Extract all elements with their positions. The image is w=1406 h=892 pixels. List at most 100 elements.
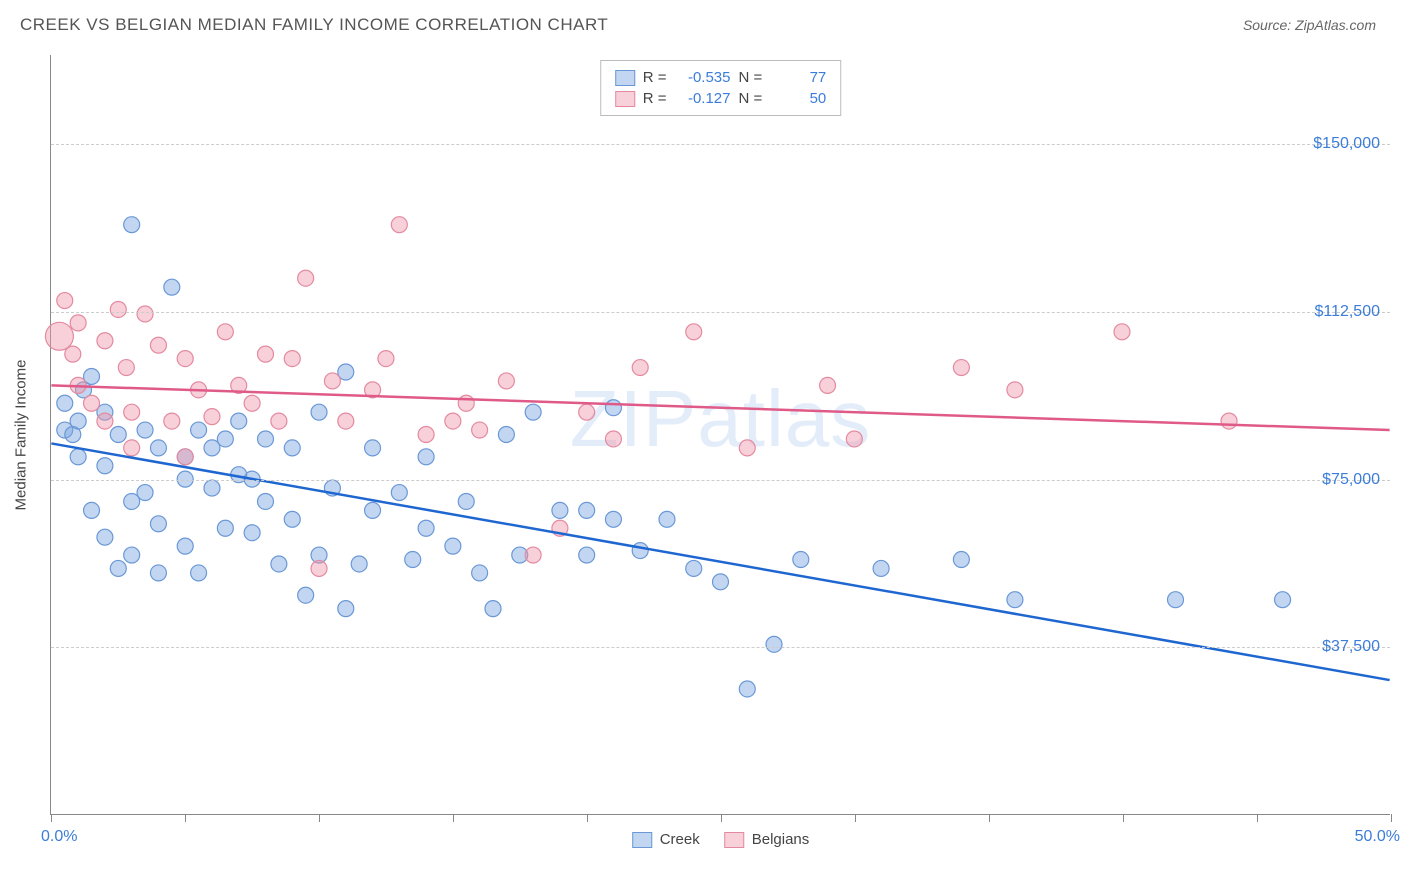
y-tick-label: $75,000 xyxy=(1322,471,1380,489)
data-point xyxy=(177,538,193,554)
legend-swatch xyxy=(724,832,744,848)
data-point xyxy=(739,440,755,456)
data-point xyxy=(953,552,969,568)
data-point xyxy=(97,333,113,349)
data-point xyxy=(84,502,100,518)
data-point xyxy=(110,301,126,317)
data-point xyxy=(1221,413,1237,429)
x-tick xyxy=(1257,814,1258,822)
data-point xyxy=(45,322,73,350)
data-point xyxy=(458,395,474,411)
data-point xyxy=(284,511,300,527)
chart-title: CREEK VS BELGIAN MEDIAN FAMILY INCOME CO… xyxy=(20,15,608,35)
data-point xyxy=(418,520,434,536)
data-point xyxy=(338,601,354,617)
data-point xyxy=(191,422,207,438)
data-point xyxy=(124,547,140,563)
data-point xyxy=(311,404,327,420)
data-point xyxy=(164,279,180,295)
data-point xyxy=(217,324,233,340)
gridline xyxy=(51,647,1390,648)
x-tick xyxy=(1123,814,1124,822)
data-point xyxy=(365,502,381,518)
data-point xyxy=(445,538,461,554)
data-point xyxy=(498,373,514,389)
data-point xyxy=(579,547,595,563)
data-point xyxy=(1275,592,1291,608)
data-point xyxy=(177,351,193,367)
data-point xyxy=(124,404,140,420)
data-point xyxy=(498,427,514,443)
data-point xyxy=(793,552,809,568)
data-point xyxy=(244,395,260,411)
data-point xyxy=(713,574,729,590)
data-point xyxy=(1007,382,1023,398)
data-point xyxy=(217,520,233,536)
data-point xyxy=(97,413,113,429)
data-point xyxy=(97,458,113,474)
swatch-creek xyxy=(615,70,635,86)
chart-plot-area: Median Family Income ZIPatlas R = -0.535… xyxy=(50,55,1390,815)
data-point xyxy=(351,556,367,572)
data-point xyxy=(378,351,394,367)
data-point xyxy=(846,431,862,447)
data-point xyxy=(458,493,474,509)
x-tick xyxy=(51,814,52,822)
data-point xyxy=(271,413,287,429)
legend-row-belgians: R = -0.127 N = 50 xyxy=(615,88,827,109)
data-point xyxy=(605,431,621,447)
legend-item: Belgians xyxy=(724,831,810,848)
data-point xyxy=(70,449,86,465)
y-tick-label: $112,500 xyxy=(1314,303,1380,321)
y-tick-label: $37,500 xyxy=(1322,638,1380,656)
data-point xyxy=(766,636,782,652)
data-point xyxy=(164,413,180,429)
data-point xyxy=(284,440,300,456)
data-point xyxy=(1007,592,1023,608)
data-point xyxy=(204,409,220,425)
y-axis-title: Median Family Income xyxy=(13,359,30,510)
data-point xyxy=(1114,324,1130,340)
data-point xyxy=(204,480,220,496)
data-point xyxy=(258,431,274,447)
data-point xyxy=(70,315,86,331)
data-point xyxy=(632,543,648,559)
data-point xyxy=(110,560,126,576)
data-point xyxy=(258,493,274,509)
data-point xyxy=(150,337,166,353)
data-point xyxy=(338,413,354,429)
data-point xyxy=(873,560,889,576)
data-point xyxy=(217,431,233,447)
data-point xyxy=(298,587,314,603)
data-point xyxy=(118,360,134,376)
data-point xyxy=(820,377,836,393)
data-point xyxy=(57,293,73,309)
data-point xyxy=(150,565,166,581)
x-axis-min-label: 0.0% xyxy=(41,828,77,846)
data-point xyxy=(150,440,166,456)
data-point xyxy=(445,413,461,429)
swatch-belgians xyxy=(615,91,635,107)
x-tick xyxy=(721,814,722,822)
x-tick xyxy=(587,814,588,822)
data-point xyxy=(418,449,434,465)
data-point xyxy=(324,373,340,389)
data-point xyxy=(485,601,501,617)
data-point xyxy=(258,346,274,362)
legend-row-creek: R = -0.535 N = 77 xyxy=(615,67,827,88)
data-point xyxy=(97,529,113,545)
x-axis-max-label: 50.0% xyxy=(1355,828,1400,846)
data-point xyxy=(552,502,568,518)
data-point xyxy=(137,422,153,438)
n-value-creek: 77 xyxy=(770,69,826,86)
data-point xyxy=(739,681,755,697)
data-point xyxy=(365,440,381,456)
data-point xyxy=(191,565,207,581)
data-point xyxy=(150,516,166,532)
gridline xyxy=(51,480,1390,481)
x-tick xyxy=(855,814,856,822)
gridline xyxy=(51,312,1390,313)
data-point xyxy=(271,556,287,572)
y-tick-label: $150,000 xyxy=(1313,135,1380,153)
data-point xyxy=(605,400,621,416)
